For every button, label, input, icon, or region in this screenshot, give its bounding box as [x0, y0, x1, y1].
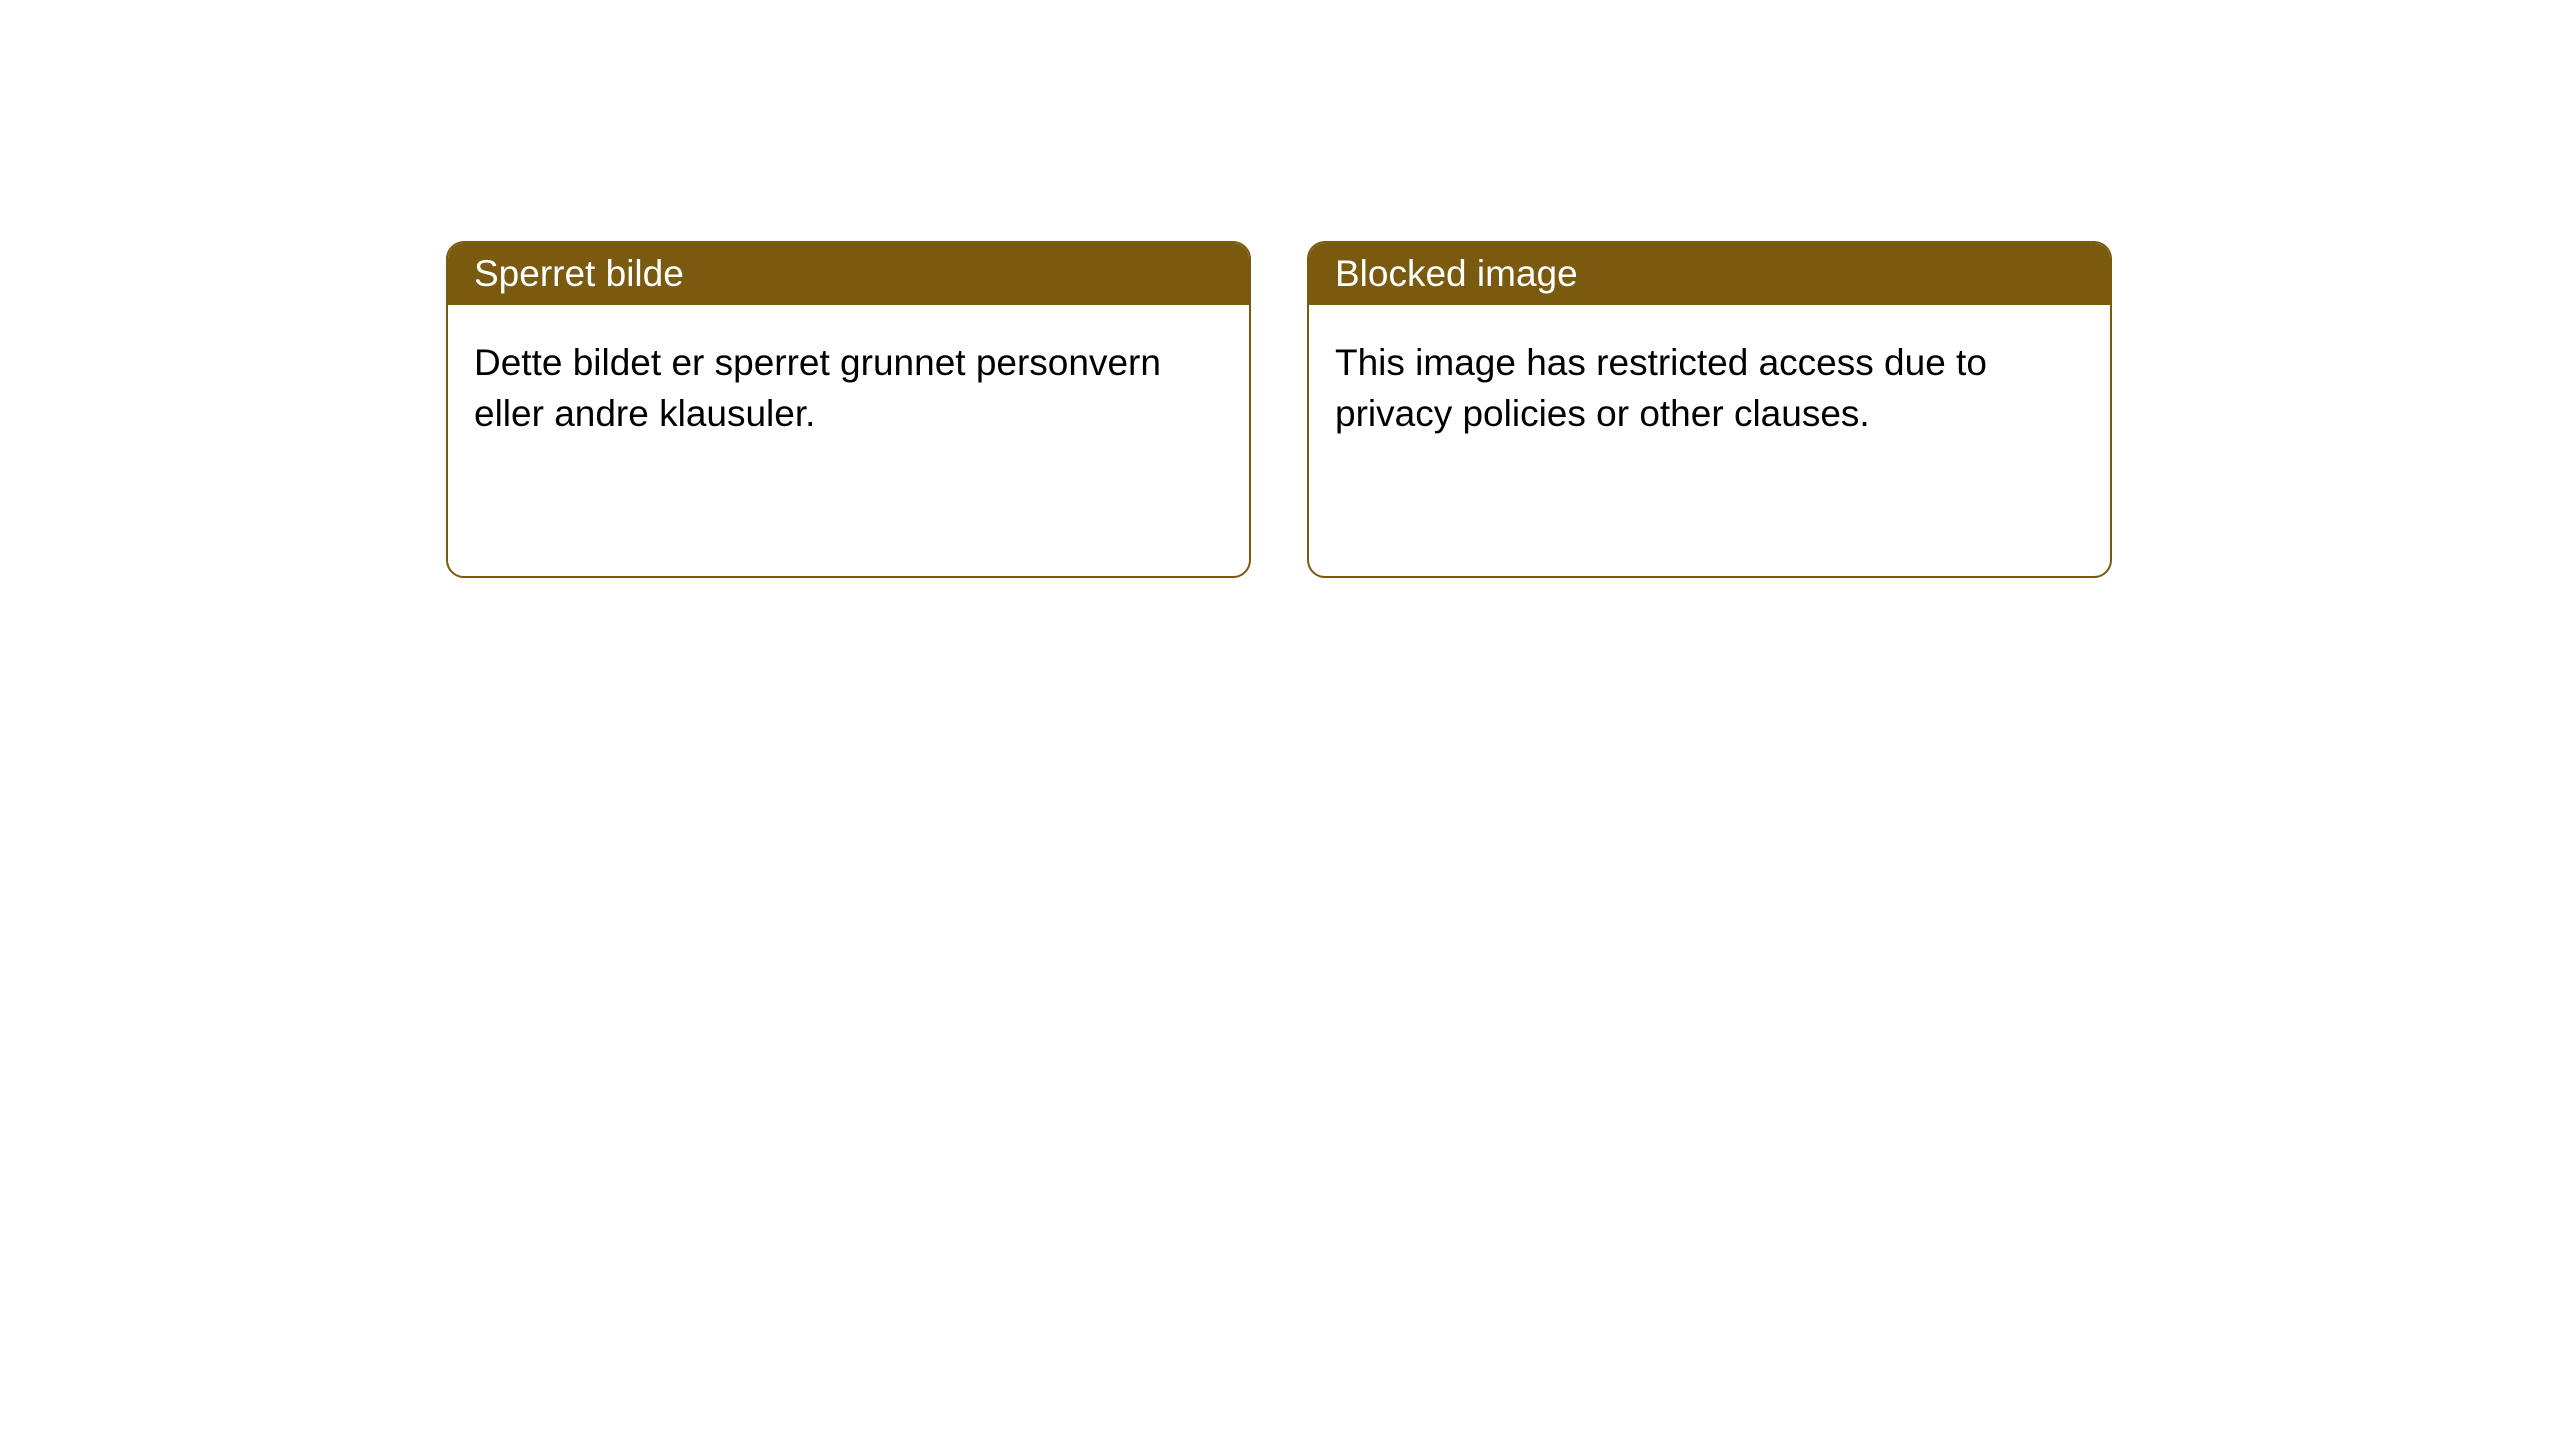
notice-title: Blocked image	[1335, 253, 1578, 294]
notice-body-text: Dette bildet er sperret grunnet personve…	[474, 342, 1161, 434]
notice-body: Dette bildet er sperret grunnet personve…	[448, 305, 1249, 471]
notice-body-text: This image has restricted access due to …	[1335, 342, 1987, 434]
notice-box-english: Blocked image This image has restricted …	[1307, 241, 2112, 578]
notice-box-norwegian: Sperret bilde Dette bildet er sperret gr…	[446, 241, 1251, 578]
notice-container: Sperret bilde Dette bildet er sperret gr…	[0, 0, 2560, 578]
notice-title: Sperret bilde	[474, 253, 684, 294]
notice-body: This image has restricted access due to …	[1309, 305, 2110, 471]
notice-header: Sperret bilde	[448, 243, 1249, 305]
notice-header: Blocked image	[1309, 243, 2110, 305]
